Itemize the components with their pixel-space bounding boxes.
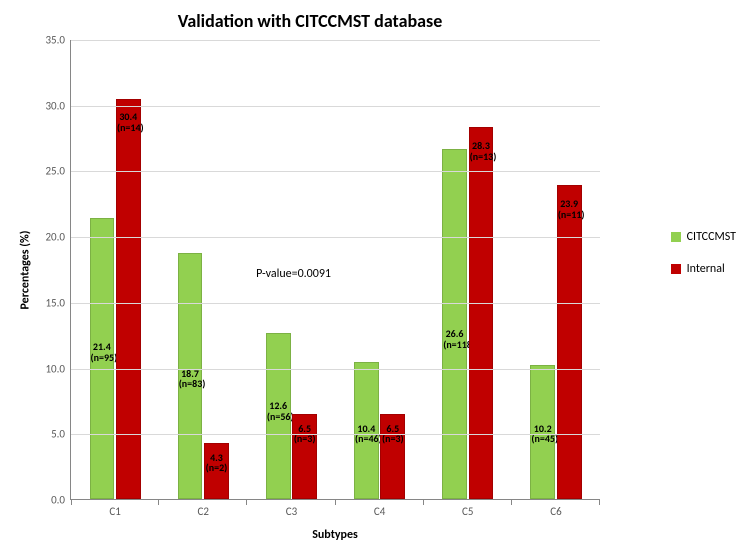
- y-tick-label: 5.0: [51, 428, 71, 441]
- x-tick-label: C3: [247, 499, 335, 518]
- bar-n: (n=46): [355, 434, 378, 445]
- y-tick-label: 25.0: [45, 165, 71, 178]
- bar-groups: C121.4(n=95)30.4(n=14)C218.7(n=83)4.3(n=…: [71, 40, 600, 499]
- bar-n: (n=83): [179, 379, 202, 390]
- bar-internal: 4.3(n=2): [204, 443, 229, 500]
- bar-n: (n=45): [531, 434, 554, 445]
- grid-line: [71, 369, 600, 370]
- x-tick-label: C1: [71, 499, 159, 518]
- y-tick-label: 0.0: [51, 494, 71, 507]
- x-tick: [71, 499, 72, 505]
- bar-value-label: 12.6(n=56): [267, 401, 290, 422]
- chart-container: Validation with CITCCMST database Percen…: [0, 0, 746, 560]
- y-tick-label: 30.0: [45, 99, 71, 112]
- x-tick-label: C2: [159, 499, 247, 518]
- bar-n: (n=56): [267, 412, 290, 423]
- bar-citccmst: 12.6(n=56): [266, 333, 291, 499]
- bar-citccmst: 21.4(n=95): [90, 218, 115, 499]
- bar-n: (n=11): [558, 210, 581, 221]
- legend-swatch: [671, 264, 681, 274]
- bar-group: C526.6(n=118)28.3(n=13): [424, 40, 512, 499]
- bar-group: C218.7(n=83)4.3(n=2): [159, 40, 247, 499]
- x-tick-label: C4: [336, 499, 424, 518]
- bar-value-label: 4.3(n=2): [205, 453, 228, 474]
- bar-value-label: 30.4(n=14): [117, 112, 140, 133]
- grid-line: [71, 106, 600, 107]
- legend-swatch: [671, 232, 681, 242]
- bar-n: (n=14): [117, 123, 140, 134]
- x-tick-label: C6: [512, 499, 600, 518]
- bar-value-label: 21.4(n=95): [91, 342, 114, 363]
- grid-line: [71, 237, 600, 238]
- bar-citccmst: 10.2(n=45): [530, 365, 555, 499]
- bar-value-label: 26.6(n=118): [443, 329, 466, 350]
- y-tick-label: 20.0: [45, 231, 71, 244]
- bar-internal: 6.5(n=3): [292, 414, 317, 499]
- bar-n: (n=3): [293, 434, 316, 445]
- bar-n: (n=118): [443, 340, 466, 351]
- grid-line: [71, 171, 600, 172]
- bar-citccmst: 10.4(n=46): [354, 362, 379, 499]
- y-tick-label: 15.0: [45, 296, 71, 309]
- bar-internal: 28.3(n=13): [469, 127, 494, 499]
- p-value-annotation: P-value=0.0091: [256, 267, 331, 281]
- bar-value-label: 28.3(n=13): [470, 141, 493, 162]
- y-axis-title-wrap: Percentages (%): [16, 40, 34, 500]
- chart-title: Validation with CITCCMST database: [0, 10, 620, 32]
- bar-citccmst: 18.7(n=83): [178, 253, 203, 499]
- grid-line: [71, 434, 600, 435]
- x-axis-title: Subtypes: [70, 528, 600, 542]
- bar-internal: 23.9(n=11): [557, 185, 582, 499]
- bar-group: C410.4(n=46)6.5(n=3): [336, 40, 424, 499]
- bar-n: (n=13): [470, 152, 493, 163]
- legend-label: CITCCMST: [687, 230, 736, 244]
- legend-item: CITCCMST: [671, 230, 736, 244]
- grid-line: [71, 40, 600, 41]
- legend: CITCCMST Internal: [671, 230, 736, 294]
- x-tick-label: C5: [424, 499, 512, 518]
- bar-value-label: 18.7(n=83): [179, 369, 202, 390]
- bar-n: (n=3): [381, 434, 404, 445]
- plot-area: C121.4(n=95)30.4(n=14)C218.7(n=83)4.3(n=…: [70, 40, 600, 500]
- bar-internal: 30.4(n=14): [116, 99, 141, 499]
- legend-label: Internal: [687, 262, 725, 276]
- y-tick-label: 10.0: [45, 362, 71, 375]
- y-axis-title: Percentages (%): [18, 230, 32, 309]
- bar-citccmst: 26.6(n=118): [442, 149, 467, 499]
- bar-internal: 6.5(n=3): [380, 414, 405, 499]
- bar-group: C610.2(n=45)23.9(n=11): [512, 40, 600, 499]
- bar-value-label: 23.9(n=11): [558, 199, 581, 220]
- grid-line: [71, 303, 600, 304]
- legend-item: Internal: [671, 262, 736, 276]
- y-tick-label: 35.0: [45, 34, 71, 47]
- bar-n: (n=2): [205, 463, 228, 474]
- bar-group: C121.4(n=95)30.4(n=14): [71, 40, 159, 499]
- bar-n: (n=95): [91, 353, 114, 364]
